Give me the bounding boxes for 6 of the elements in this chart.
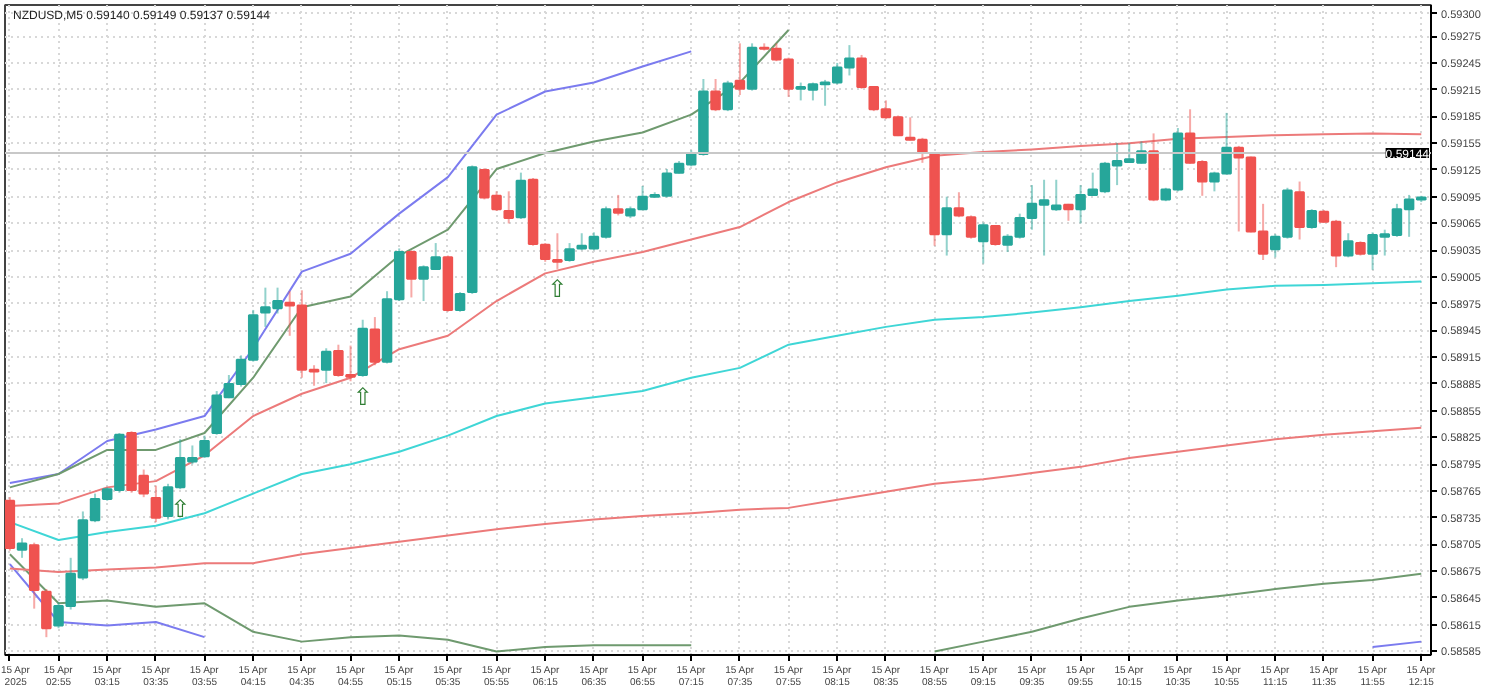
- line-series: [8, 426, 1423, 574]
- line-series: [8, 28, 790, 489]
- annotation: ⇧: [352, 382, 373, 411]
- line-series: [8, 50, 693, 484]
- annotation: ⇧: [170, 495, 191, 524]
- annotation: ⇧: [547, 274, 568, 303]
